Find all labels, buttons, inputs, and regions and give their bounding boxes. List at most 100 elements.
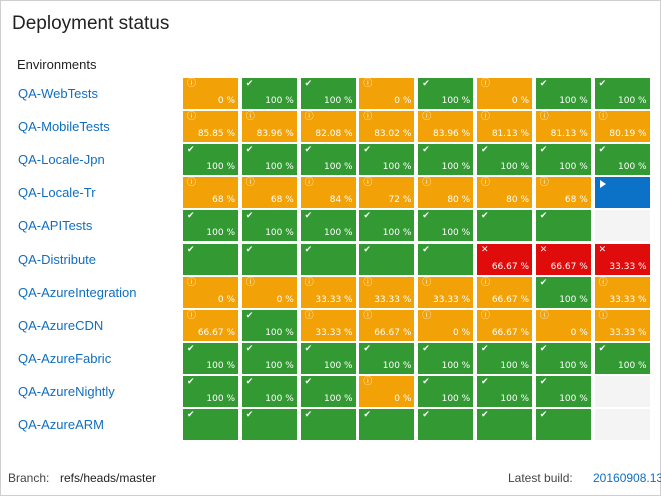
deployment-cell[interactable]: ⓘ 83.96 % — [241, 111, 297, 143]
deployment-cell[interactable]: ⓘ 0 % — [477, 78, 532, 109]
environment-link[interactable]: QA-Locale-Tr — [18, 185, 96, 201]
deployment-cell[interactable]: ⓘ 0 % — [183, 276, 238, 308]
deployment-cell[interactable]: ✔ 100 % — [183, 210, 238, 242]
deployment-cell[interactable]: ⓘ 0 % — [535, 309, 591, 341]
deployment-cell[interactable]: ✔ 100 % — [300, 210, 356, 242]
deployment-cell[interactable]: ✔ 100 % — [535, 342, 591, 374]
environment-link[interactable]: QA-AzureCDN — [18, 317, 104, 333]
deployment-cell[interactable]: ✔ — [418, 409, 474, 440]
pass-rate: 100 % — [265, 162, 294, 173]
deployment-cell[interactable]: ✔ — [300, 409, 356, 440]
deployment-cell[interactable]: ✔ 100 % — [359, 210, 415, 242]
deployment-cell[interactable]: ✔ 100 % — [183, 375, 238, 407]
deployment-cell[interactable]: ✔ 100 % — [535, 276, 591, 308]
environment-link[interactable]: QA-Distribute — [18, 251, 97, 267]
deployment-cell[interactable]: ✔ — [183, 409, 238, 440]
deployment-cell[interactable]: ✔ 100 % — [300, 78, 356, 109]
deployment-cell[interactable]: ✔ — [535, 409, 591, 440]
deployment-cell[interactable]: ✕ 66.67 % — [535, 243, 591, 275]
deployment-cell[interactable]: ✔ — [241, 409, 297, 440]
deployment-cell[interactable] — [594, 177, 650, 209]
environment-link[interactable]: QA-WebTests — [18, 86, 98, 101]
deployment-cell[interactable]: ⓘ 81.13 % — [535, 111, 591, 143]
deployment-cell[interactable]: ✔ — [418, 243, 474, 275]
deployment-cell[interactable]: ⓘ 33.33 % — [300, 276, 356, 308]
deployment-cell[interactable]: ✔ 100 % — [418, 342, 474, 374]
deployment-cell[interactable]: ✔ — [477, 210, 532, 242]
deployment-cell[interactable]: ✔ 100 % — [183, 342, 238, 374]
deployment-cell[interactable]: ✔ — [359, 243, 415, 275]
deployment-cell[interactable]: ✔ — [477, 409, 532, 440]
deployment-cell[interactable]: ✔ 100 % — [241, 375, 297, 407]
deployment-cell[interactable]: ⓘ 83.02 % — [359, 111, 415, 143]
environment-link[interactable]: QA-AzureIntegration — [18, 284, 137, 300]
deployment-cell[interactable]: ⓘ 68 % — [183, 177, 238, 209]
deployment-cell[interactable]: ✔ 100 % — [241, 144, 297, 176]
deployment-cell[interactable]: ⓘ 85.85 % — [183, 111, 238, 143]
deployment-cell[interactable]: ⓘ 66.67 % — [183, 309, 238, 341]
deployment-cell[interactable]: ✔ — [535, 210, 591, 242]
environment-link[interactable]: QA-AzureFabric — [18, 350, 112, 366]
deployment-cell[interactable]: ✔ 100 % — [535, 144, 591, 176]
deployment-cell[interactable]: ⓘ 0 % — [418, 309, 474, 341]
deployment-cell[interactable]: ⓘ 33.33 % — [594, 276, 650, 308]
deployment-cell[interactable]: ⓘ 66.67 % — [477, 309, 532, 341]
environment-link[interactable]: QA-APITests — [18, 218, 93, 234]
deployment-cell[interactable]: ⓘ 66.67 % — [477, 276, 532, 308]
deployment-cell[interactable]: ✔ 100 % — [594, 144, 650, 176]
deployment-cell[interactable]: ✔ — [183, 243, 238, 275]
deployment-cell[interactable]: ⓘ 80.19 % — [594, 111, 650, 143]
deployment-cell[interactable]: ✕ 66.67 % — [477, 243, 532, 275]
environment-link[interactable]: QA-Locale-Jpn — [18, 152, 105, 168]
environment-link[interactable]: QA-AzureNightly — [18, 383, 115, 399]
deployment-cell[interactable]: ⓘ 33.33 % — [300, 309, 356, 341]
deployment-cell[interactable]: ✔ 100 % — [418, 144, 474, 176]
deployment-cell[interactable]: ⓘ 72 % — [359, 177, 415, 209]
deployment-cell[interactable]: ⓘ 33.33 % — [359, 276, 415, 308]
deployment-cell[interactable]: ⓘ 68 % — [241, 177, 297, 209]
deployment-cell[interactable]: ⓘ 0 % — [359, 78, 415, 109]
deployment-cell[interactable]: ⓘ 33.33 % — [418, 276, 474, 308]
deployment-cell[interactable]: ✔ — [241, 243, 297, 275]
deployment-cell[interactable]: ✔ 100 % — [300, 144, 356, 176]
environment-link[interactable]: QA-MobileTests — [18, 119, 110, 135]
deployment-cell[interactable]: ⓘ 0 % — [183, 78, 238, 109]
deployment-cell[interactable]: ⓘ 81.13 % — [477, 111, 532, 143]
deployment-cell[interactable]: ⓘ 0 % — [241, 276, 297, 308]
deployment-cell[interactable]: ⓘ 66.67 % — [359, 309, 415, 341]
deployment-cell[interactable]: ✔ — [300, 243, 356, 275]
deployment-cell[interactable]: ✔ 100 % — [300, 375, 356, 407]
deployment-cell[interactable]: ⓘ 80 % — [477, 177, 532, 209]
deployment-cell[interactable]: ⓘ 68 % — [535, 177, 591, 209]
deployment-cell[interactable]: ✔ 100 % — [241, 309, 297, 341]
environment-link[interactable]: QA-AzureARM — [18, 417, 104, 432]
deployment-cell[interactable]: ✔ — [359, 409, 415, 440]
deployment-cell[interactable]: ✔ 100 % — [241, 78, 297, 109]
play-icon — [599, 180, 606, 189]
deployment-cell[interactable]: ✔ 100 % — [241, 342, 297, 374]
deployment-cell[interactable]: ⓘ 0 % — [359, 375, 415, 407]
deployment-cell[interactable]: ✔ 100 % — [477, 342, 532, 374]
deployment-cell[interactable]: ✔ 100 % — [477, 375, 532, 407]
latest-build-link[interactable]: 20160908.13 — [593, 471, 661, 485]
deployment-cell[interactable]: ✔ 100 % — [183, 144, 238, 176]
deployment-cell[interactable]: ✔ 100 % — [300, 342, 356, 374]
deployment-cell[interactable]: ✔ 100 % — [418, 210, 474, 242]
deployment-cell[interactable]: ✔ 100 % — [418, 78, 474, 109]
deployment-cell[interactable]: ✔ 100 % — [359, 144, 415, 176]
deployment-cell[interactable]: ✔ 100 % — [418, 375, 474, 407]
deployment-cell[interactable]: ✔ 100 % — [535, 375, 591, 407]
pass-rate: 68 % — [564, 195, 588, 206]
deployment-cell[interactable]: ⓘ 84 % — [300, 177, 356, 209]
deployment-cell[interactable]: ✕ 33.33 % — [594, 243, 650, 275]
deployment-cell[interactable]: ⓘ 80 % — [418, 177, 474, 209]
deployment-cell[interactable]: ⓘ 33.33 % — [594, 309, 650, 341]
deployment-cell[interactable]: ⓘ 83.96 % — [418, 111, 474, 143]
deployment-cell[interactable]: ⓘ 82.08 % — [300, 111, 356, 143]
deployment-cell[interactable]: ✔ 100 % — [594, 342, 650, 374]
deployment-cell[interactable]: ✔ 100 % — [359, 342, 415, 374]
deployment-cell[interactable]: ✔ 100 % — [594, 78, 650, 109]
deployment-cell[interactable]: ✔ 100 % — [477, 144, 532, 176]
deployment-cell[interactable]: ✔ 100 % — [535, 78, 591, 109]
deployment-cell[interactable]: ✔ 100 % — [241, 210, 297, 242]
